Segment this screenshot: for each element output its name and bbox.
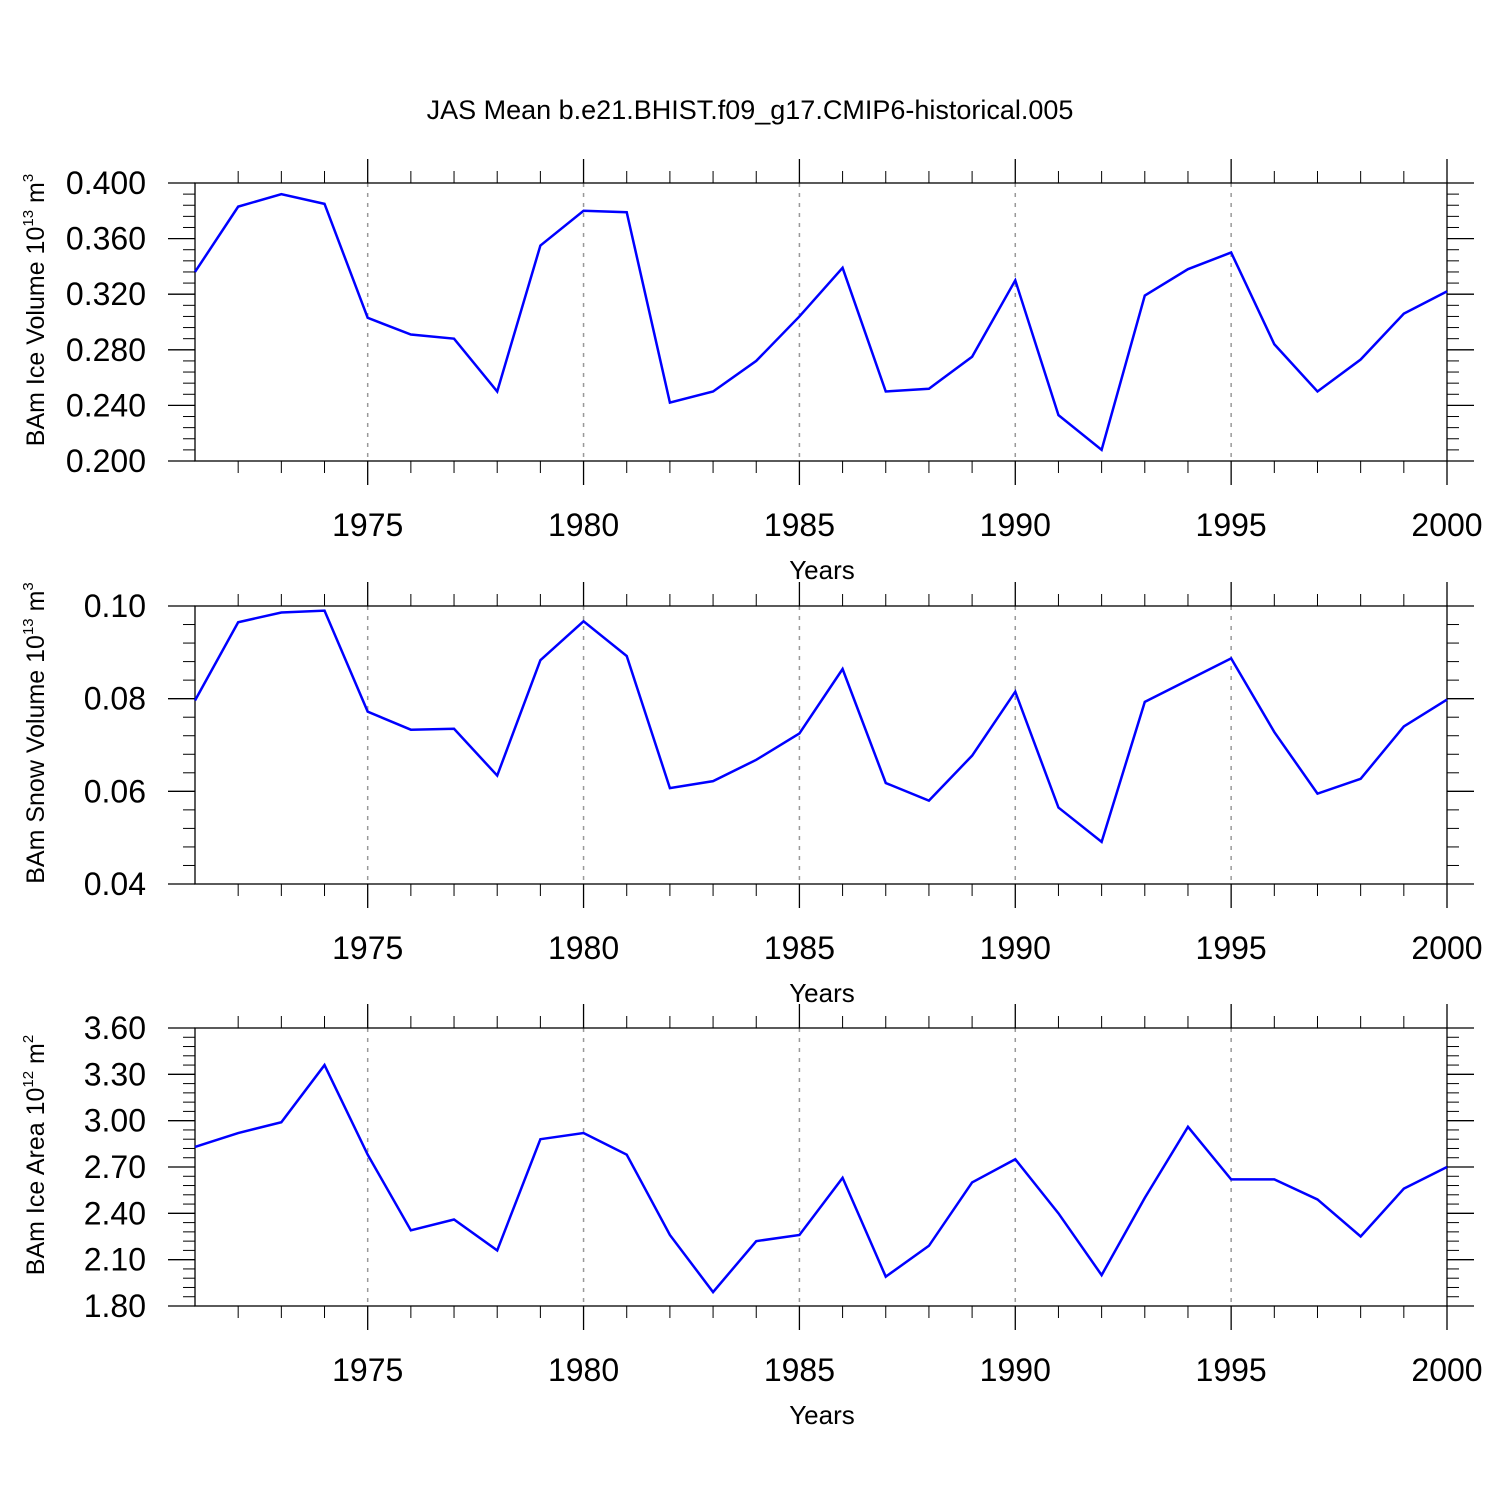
x-tick-label: 1975 [332, 1352, 403, 1388]
y-tick-label: 0.04 [84, 866, 146, 902]
y-label-unit-exponent: 3 [20, 174, 37, 182]
x-tick-label: 1975 [332, 507, 403, 543]
y-label-unit: m [22, 1043, 50, 1071]
y-tick-label: 0.10 [84, 588, 146, 624]
x-tick-label: 1980 [548, 930, 619, 966]
y-axis-label: BAm Ice Volume 1013 m3 [20, 174, 50, 446]
y-tick-label: 0.280 [66, 332, 146, 368]
y-label-unit-exponent: 3 [20, 582, 37, 590]
chart-panel-1: 1975 1980 1985 1990 1995 2000 0.200 0.240 0.280 0… [20, 159, 1483, 585]
plot-frame [194, 605, 1448, 885]
y-tick-label: 1.80 [84, 1288, 146, 1324]
y-tick-label: 2.40 [84, 1195, 146, 1231]
figure-title: JAS Mean b.e21.BHIST.f09_g17.CMIP6-histo… [427, 95, 1074, 125]
data-series-line [194, 1062, 1448, 1295]
x-tick-label: 2000 [1411, 1352, 1482, 1388]
x-tick-label: 2000 [1411, 507, 1482, 543]
y-tick-label: 3.30 [84, 1056, 146, 1092]
y-tick-label: 0.240 [66, 387, 146, 423]
y-tick-label: 0.08 [84, 681, 146, 717]
x-axis-label: Years [789, 978, 855, 1008]
y-label-exponent: 13 [20, 210, 37, 227]
y-tick-label: 0.400 [66, 165, 146, 201]
y-tick-label: 3.60 [84, 1010, 146, 1046]
y-tick-label: 0.320 [66, 276, 146, 312]
plot-frame [194, 182, 1448, 462]
x-tick-label: 1985 [764, 930, 835, 966]
y-label-prefix: BAm Ice Area 10 [22, 1088, 50, 1276]
y-tick-label: 3.00 [84, 1103, 146, 1139]
y-tick-label: 0.200 [66, 443, 146, 479]
x-axis-label: Years [789, 555, 855, 585]
data-series-line [193, 609, 1448, 844]
chart-panel-3: 1975 1980 1985 1990 1995 2000 1.80 2.10 2.40 2.70… [20, 1004, 1483, 1430]
y-tick-label: 2.70 [84, 1149, 146, 1185]
y-label-prefix: BAm Ice Volume 10 [22, 227, 50, 447]
x-tick-label: 1985 [764, 507, 835, 543]
x-tick-label: 1975 [332, 930, 403, 966]
y-label-exponent: 12 [20, 1071, 37, 1088]
y-label-unit-exponent: 2 [20, 1035, 37, 1043]
data-series-line [193, 192, 1448, 453]
y-axis-label: BAm Ice Area 1012 m2 [20, 1035, 50, 1275]
x-tick-label: 1980 [548, 1352, 619, 1388]
x-tick-label: 2000 [1411, 930, 1482, 966]
y-tick-label: 0.360 [66, 221, 146, 257]
x-tick-label: 1990 [980, 507, 1051, 543]
y-label-prefix: BAm Snow Volume 10 [22, 635, 50, 884]
y-label-exponent: 13 [20, 618, 37, 635]
x-tick-label: 1995 [1196, 930, 1267, 966]
plot-frame [194, 1027, 1448, 1307]
x-tick-label: 1985 [764, 1352, 835, 1388]
x-tick-label: 1995 [1196, 1352, 1267, 1388]
x-tick-label: 1990 [980, 930, 1051, 966]
x-tick-label: 1995 [1196, 507, 1267, 543]
x-tick-label: 1980 [548, 507, 619, 543]
x-axis-label: Years [789, 1400, 855, 1430]
y-axis-label: BAm Snow Volume 1013 m3 [20, 582, 50, 884]
y-label-unit: m [22, 591, 50, 619]
chart-panel-2: 1975 1980 1985 1990 1995 2000 0.04 0.06 0.08 0.10… [20, 582, 1483, 1008]
y-tick-label: 2.10 [84, 1242, 146, 1278]
y-label-unit: m [22, 182, 50, 210]
x-tick-label: 1990 [980, 1352, 1051, 1388]
y-tick-label: 0.06 [84, 773, 146, 809]
